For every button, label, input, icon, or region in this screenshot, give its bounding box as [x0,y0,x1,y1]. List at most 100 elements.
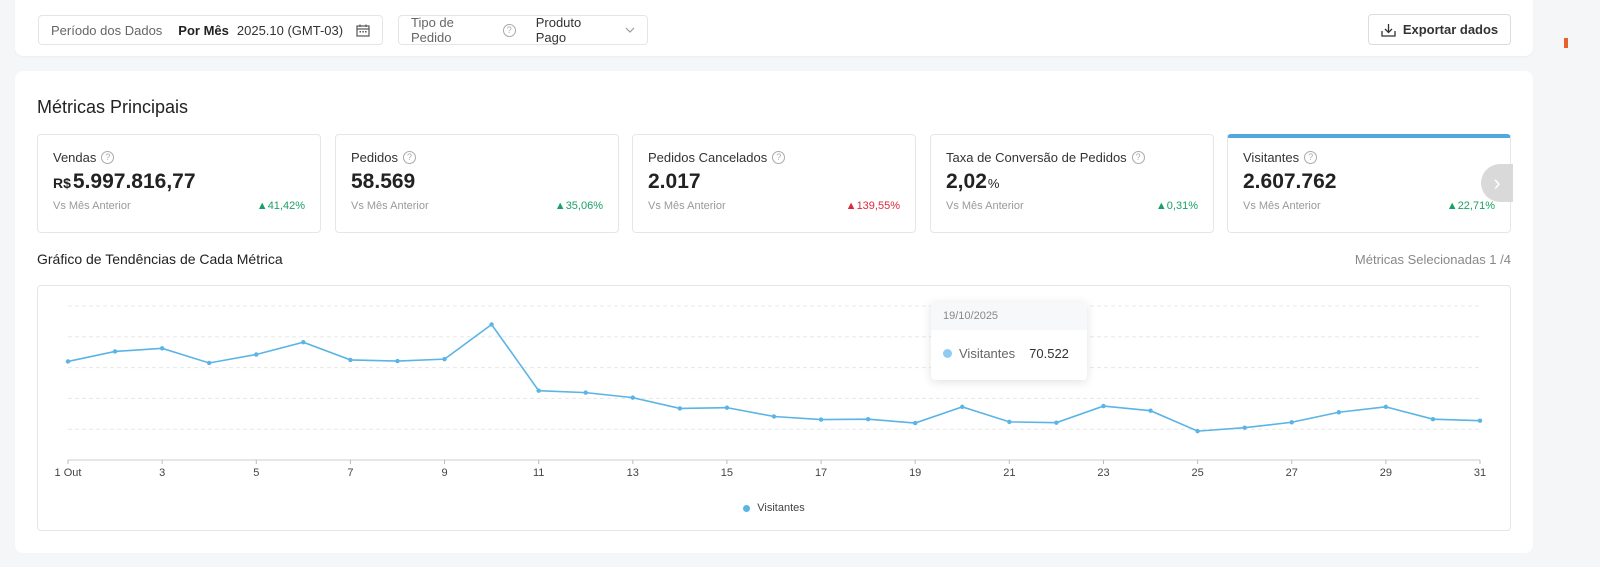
x-tick-label: 9 [441,467,447,479]
metric-card[interactable]: Pedidos Cancelados? 2.017 Vs Mês Anterior ▲… [632,134,916,233]
data-point [348,357,353,363]
triangle-up-icon: ▲ [256,200,268,212]
x-tick-label: 29 [1380,467,1392,479]
metric-compare: Vs Mês Anterior [53,200,131,212]
metric-number: 2.607.762 [1243,170,1337,193]
data-point [771,414,777,419]
trend-chart-title: Gráfico de Tendências de Cada Métrica [37,251,283,267]
triangle-up-icon: ▲ [1155,200,1167,212]
tooltip-date: 19/10/2025 [931,302,1087,330]
data-point [913,420,918,426]
data-point [395,358,400,364]
chart-legend[interactable]: Visitantes [38,502,1510,514]
metric-card[interactable]: Visitantes? 2.607.762 Vs Mês Anterior ▲22,7… [1227,134,1511,233]
help-icon[interactable]: ? [402,151,416,164]
metric-value: 58.569 [351,170,603,194]
metric-card[interactable]: Pedidos? 58.569 Vs Mês Anterior ▲35,06% [335,134,619,233]
legend-label: Visitantes [757,502,805,514]
metric-card[interactable]: Vendas? R$5.997.816,77 Vs Mês Anterior ▲41,… [37,134,321,233]
metric-card[interactable]: Taxa de Conversão de Pedidos? 2,02% Vs Mês… [930,134,1214,233]
period-filter[interactable]: Período dos Dados Por Mês 2025.10 (GMT-0… [38,15,383,45]
help-icon[interactable]: ? [101,151,115,164]
help-icon[interactable]: ? [772,151,786,164]
data-point [65,359,71,364]
x-tick-label: 25 [1191,467,1203,479]
help-icon[interactable]: ? [1131,151,1145,164]
x-tick-label: 17 [815,467,827,479]
data-point [1336,410,1342,415]
metric-compare: Vs Mês Anterior [946,200,1024,212]
x-tick-label: 15 [721,467,733,479]
calendar-icon[interactable] [356,24,370,37]
x-tick-label: 11 [533,467,544,479]
data-point [301,339,306,345]
metric-title: Taxa de Conversão de Pedidos [946,150,1127,165]
metric-value: 2,02% [946,170,1198,194]
triangle-up-icon: ▲ [554,200,566,212]
metric-delta: ▲41,42% [257,200,305,212]
x-tick-label: 5 [253,467,259,479]
period-mode[interactable]: Por Mês [178,22,229,38]
selected-metrics-count[interactable]: Métricas Selecionadas 1 /4 [1354,252,1511,267]
metric-compare: Vs Mês Anterior [351,200,429,212]
metric-title: Pedidos [351,150,398,165]
data-point [1101,403,1106,409]
data-point [1054,420,1059,425]
x-tick-label: 21 [1003,467,1015,479]
metric-title: Pedidos Cancelados [648,150,768,165]
metric-value: 2.607.762 [1243,170,1495,194]
x-tick-label: 13 [627,467,639,479]
metric-value: R$5.997.816,77 [53,170,305,194]
period-value[interactable]: 2025.10 (GMT-03) [236,22,344,38]
metric-number: 2,02 [946,170,987,193]
data-point [865,416,871,422]
data-point [818,417,824,422]
metric-compare: Vs Mês Anterior [1243,200,1321,212]
metric-delta-value: 35,06% [565,200,603,212]
data-point [112,349,118,354]
data-point [1477,418,1483,423]
data-point [159,346,165,351]
data-point [724,405,730,410]
chart-tooltip: 19/10/2025 Visitantes 70.522 [931,302,1087,380]
data-point [1195,428,1200,434]
side-badge [1564,38,1568,48]
download-icon [1381,23,1396,37]
period-label: Período dos Dados [51,22,163,38]
metric-delta-value: 0,31% [1166,200,1198,212]
x-tick-label: 3 [159,467,165,479]
data-point [1148,408,1153,413]
help-icon[interactable]: ? [502,23,516,37]
metric-title: Vendas [53,150,97,165]
metric-delta: ▲139,55% [846,200,900,212]
metric-delta-value: 22,71% [1457,200,1495,212]
tooltip-series-dot [943,349,952,358]
page-title: Métricas Principais [37,97,189,117]
data-point [1430,416,1436,422]
order-type-value[interactable]: Produto Pago [535,15,582,45]
chevron-right-icon: › [1493,170,1501,195]
help-icon[interactable]: ? [1304,151,1318,164]
order-type-label: Tipo de Pedido [411,15,454,45]
export-button[interactable]: Exportar dados [1368,14,1511,45]
metric-title: Visitantes [1243,150,1300,165]
tooltip-value: 70.522 [1029,346,1069,361]
trend-chart: 1 Out 3 5 7 9 11 13 15 17 19 21 23 25 27 29 31 19/10/20… [37,285,1511,531]
chevron-down-icon[interactable] [625,25,635,35]
order-type-filter[interactable]: Tipo de Pedido ? Produto Pago [398,15,648,45]
data-point [254,352,259,357]
metric-suffix: % [987,176,1000,191]
data-point [489,322,494,327]
data-point [960,404,965,410]
data-point [207,360,212,366]
x-tick-label: 31 [1474,467,1486,479]
main-metrics-panel: Métricas Principais Vendas? R$5.997.816,7… [15,71,1533,553]
data-point [677,406,683,411]
metric-number: 58.569 [351,170,416,193]
x-tick-label: 23 [1097,467,1109,479]
metric-number: 2.017 [648,170,701,193]
legend-dot [743,504,751,512]
data-point [1242,425,1247,430]
data-point [1007,419,1012,425]
next-cards-button[interactable]: › [1481,164,1513,202]
